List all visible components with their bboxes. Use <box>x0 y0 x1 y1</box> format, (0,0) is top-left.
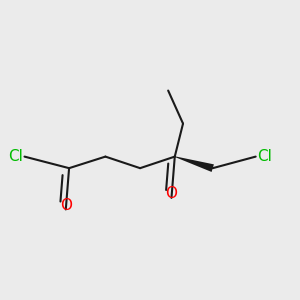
Text: Cl: Cl <box>257 149 272 164</box>
Polygon shape <box>175 156 214 172</box>
Text: Cl: Cl <box>8 149 23 164</box>
Text: O: O <box>166 186 178 201</box>
Text: O: O <box>60 198 72 213</box>
